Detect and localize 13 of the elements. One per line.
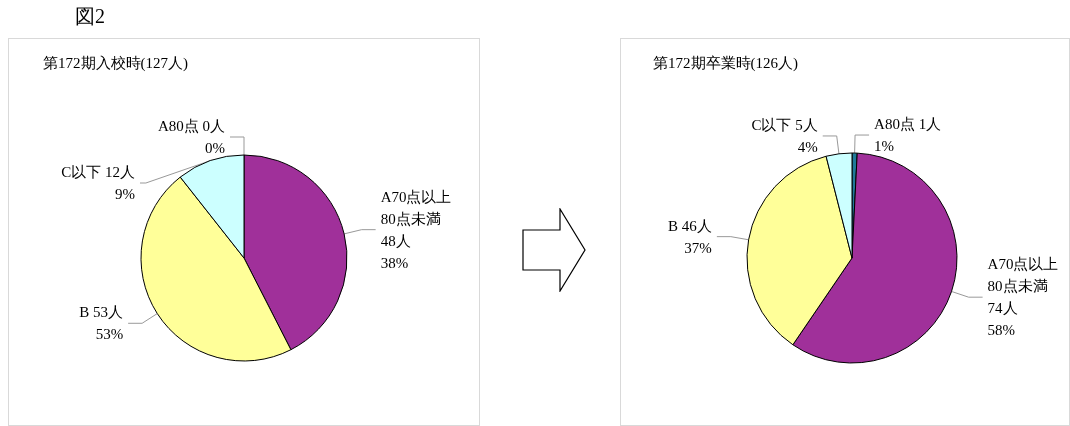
slice-label: B 53人 53% <box>79 304 124 343</box>
legend-label: A80点 0人 0% <box>157 118 225 156</box>
caption: 図2 <box>75 5 105 27</box>
slice-label: C以下 12人 9% <box>61 164 135 202</box>
slice-label: C以下 5人 4% <box>751 116 818 155</box>
slice-label: A70点以上80点未満 <box>987 256 1059 295</box>
slice-label: A70点以上80点未満 <box>380 188 452 227</box>
slice-label: B 46人 37% <box>668 217 712 256</box>
data-label: 74人 58% <box>987 300 1018 339</box>
data-label: 48人 38% <box>380 232 411 271</box>
slice-label: A80点 1人 1% <box>874 116 942 155</box>
chart-title: 第172期卒業時(126人) <box>653 54 798 72</box>
chart-title: 第172期入校時(127人) <box>43 54 188 72</box>
